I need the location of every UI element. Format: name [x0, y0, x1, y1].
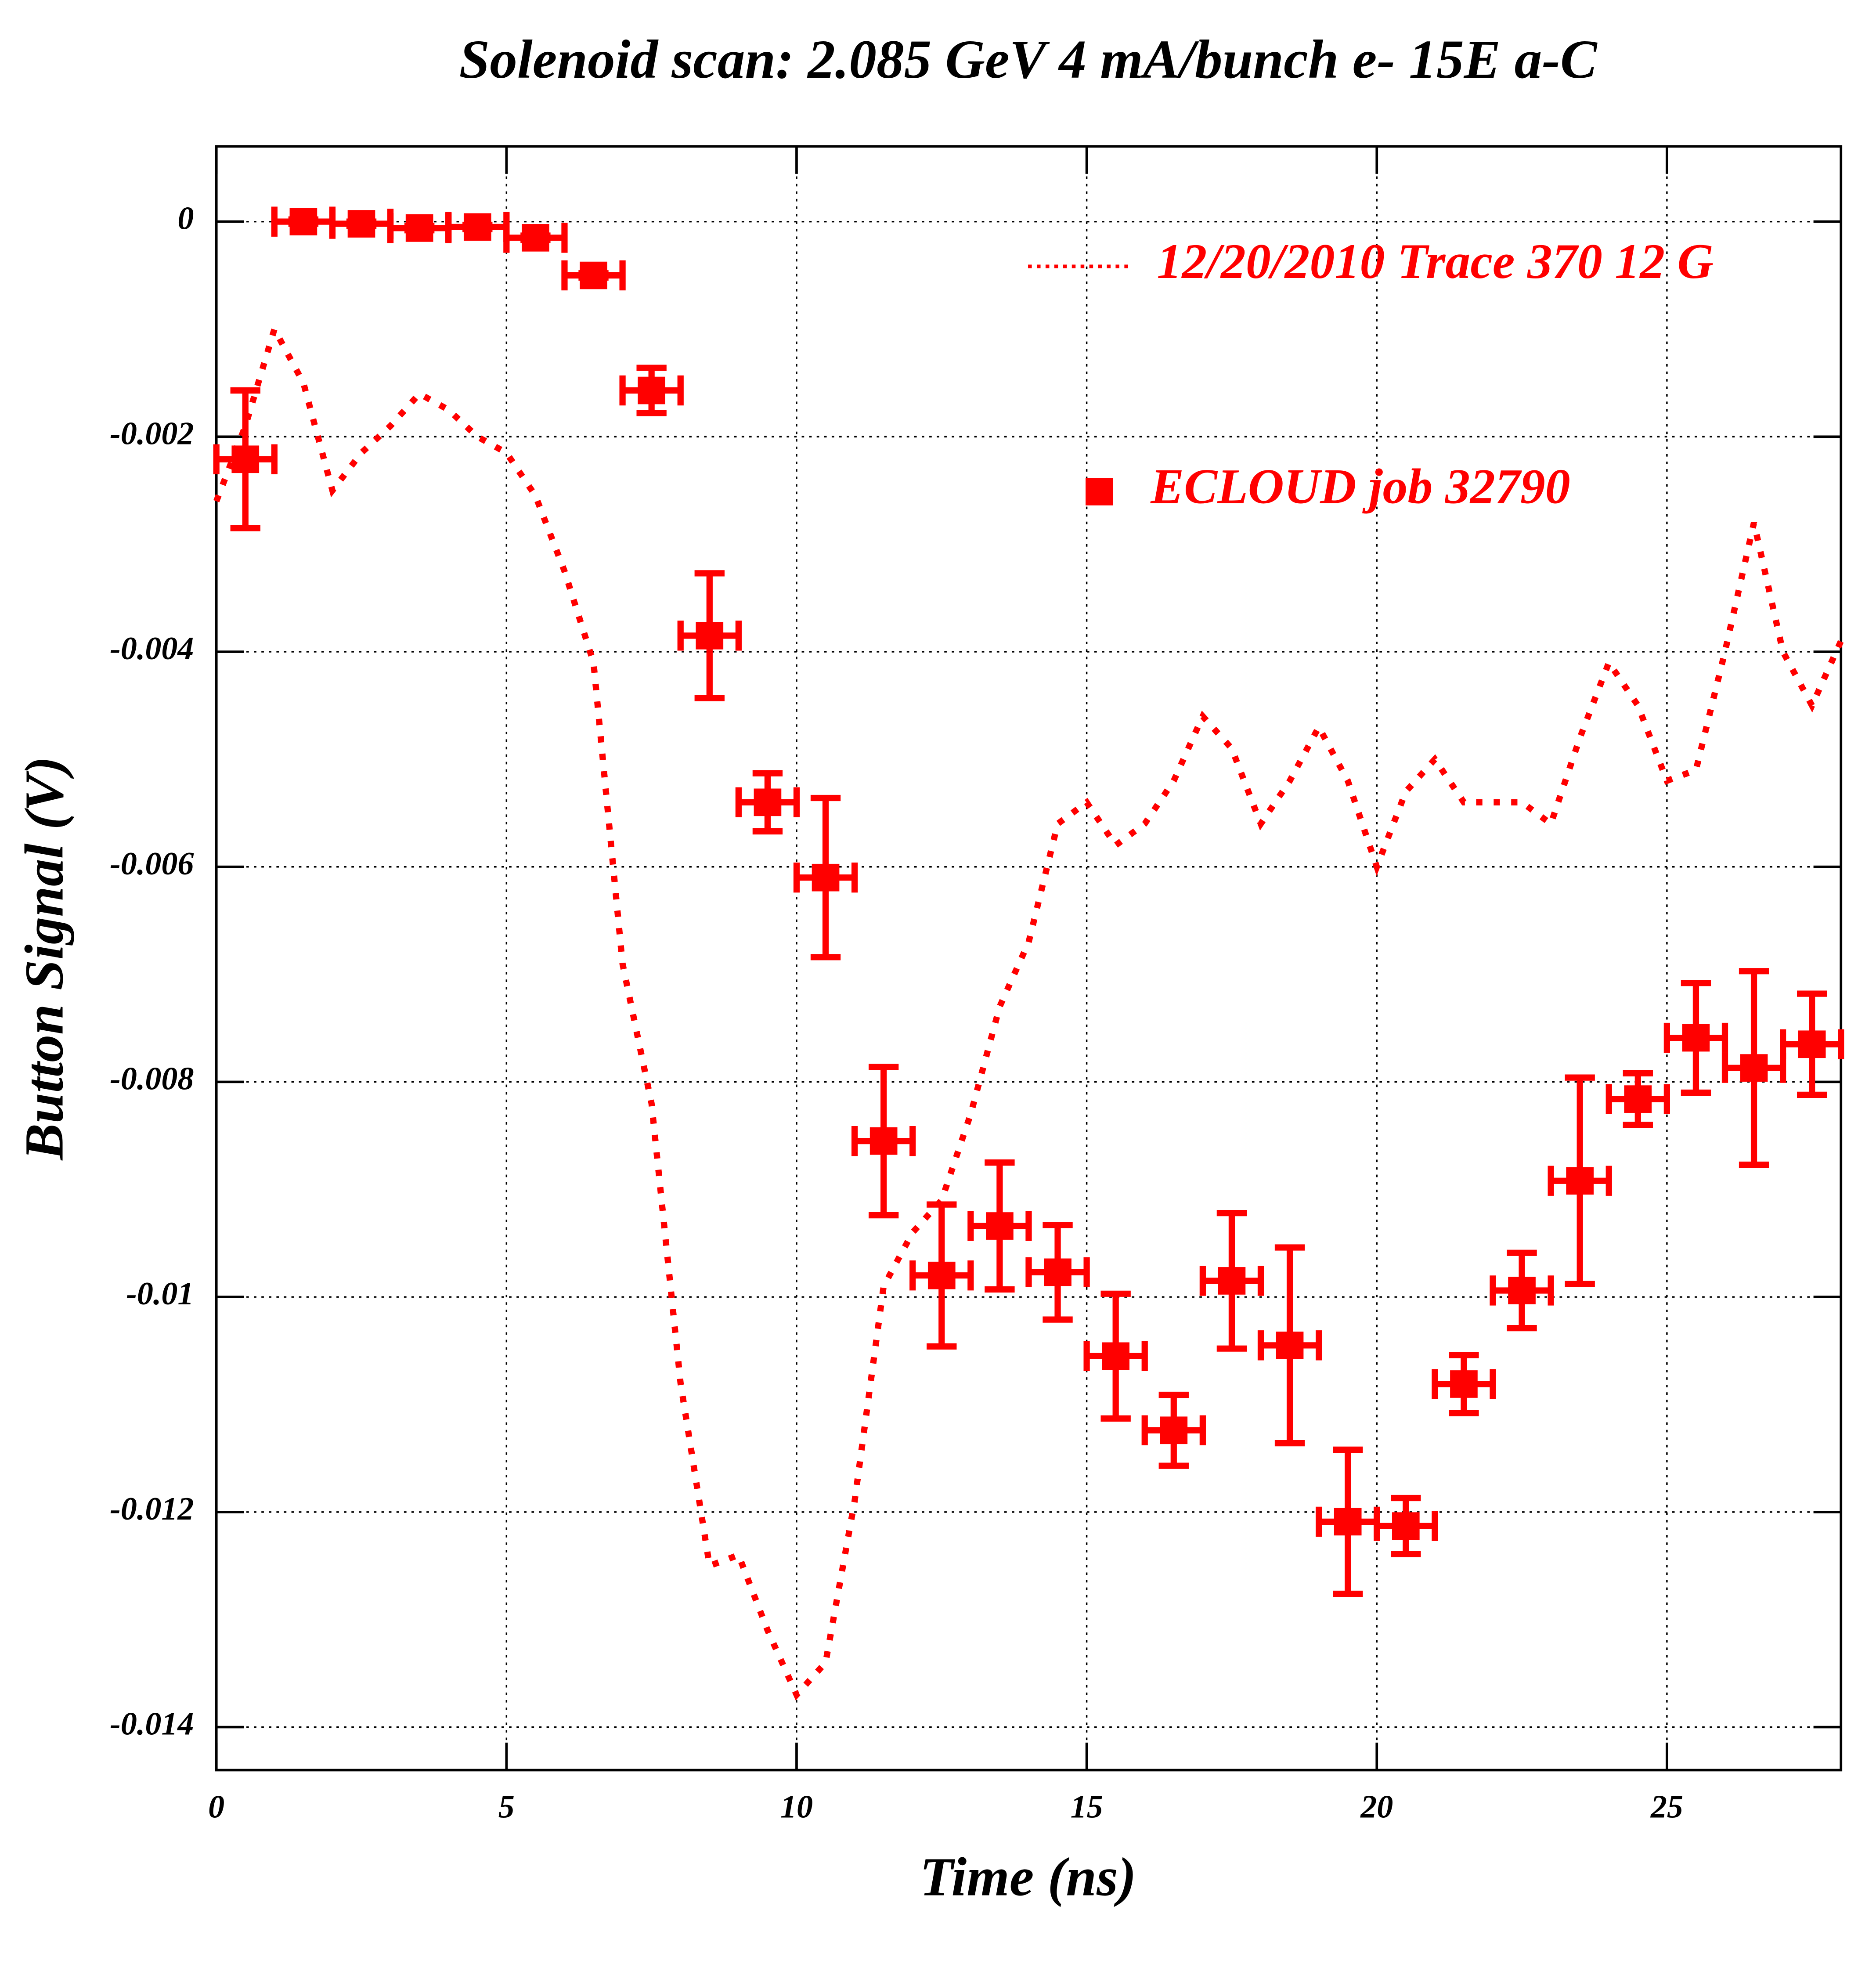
y-tick-label: -0.002 [110, 415, 194, 451]
y-tick-label: -0.014 [110, 1706, 194, 1742]
x-tick-label: 20 [1360, 1789, 1393, 1825]
marker [522, 224, 549, 252]
x-tick-label: 15 [1071, 1789, 1103, 1825]
marker [347, 210, 375, 238]
marker [986, 1212, 1014, 1240]
marker [812, 863, 840, 892]
marker [1334, 1508, 1362, 1536]
marker [1566, 1167, 1594, 1195]
marker [580, 261, 607, 289]
plot-frame [215, 145, 1843, 1772]
marker [463, 213, 491, 241]
marker [405, 214, 433, 242]
marker [869, 1127, 898, 1155]
legend-label: ECLOUD job 32790 [1150, 459, 1570, 514]
y-tick-label: -0.006 [110, 846, 194, 882]
marker [1624, 1085, 1652, 1113]
trace-line [213, 321, 1844, 1700]
y-tick-label: -0.01 [126, 1276, 194, 1312]
y-tick-label: 0 [177, 201, 194, 237]
x-tick-label: 5 [498, 1789, 515, 1825]
y-tick-label: -0.012 [110, 1491, 194, 1527]
marker [1218, 1267, 1246, 1295]
marker [927, 1261, 956, 1289]
marker [1740, 1054, 1768, 1082]
marker [289, 208, 317, 235]
legend-label: 12/20/2010 Trace 370 12 G [1157, 233, 1714, 289]
y-tick-label: -0.008 [110, 1061, 194, 1097]
marker [696, 621, 724, 650]
marker [1160, 1416, 1188, 1444]
legend-swatch [1086, 478, 1113, 505]
marker [1276, 1332, 1304, 1359]
marker [1798, 1030, 1826, 1058]
x-tick-label: 0 [208, 1789, 224, 1825]
x-axis-label: Time (ns) [920, 1847, 1136, 1908]
y-tick-label: -0.004 [110, 631, 194, 667]
x-tick-label: 10 [780, 1789, 813, 1825]
marker [638, 376, 665, 404]
marker [1450, 1370, 1478, 1398]
marker [231, 445, 260, 473]
marker [1682, 1024, 1710, 1052]
chart-title: Solenoid scan: 2.085 GeV 4 mA/bunch e- 1… [459, 29, 1598, 90]
x-tick-label: 25 [1650, 1789, 1683, 1825]
y-axis-label: Button Signal (V) [14, 756, 75, 1161]
marker [1044, 1258, 1071, 1286]
marker [1102, 1342, 1129, 1370]
marker [1392, 1512, 1420, 1540]
marker [754, 788, 782, 816]
marker [1508, 1277, 1536, 1304]
